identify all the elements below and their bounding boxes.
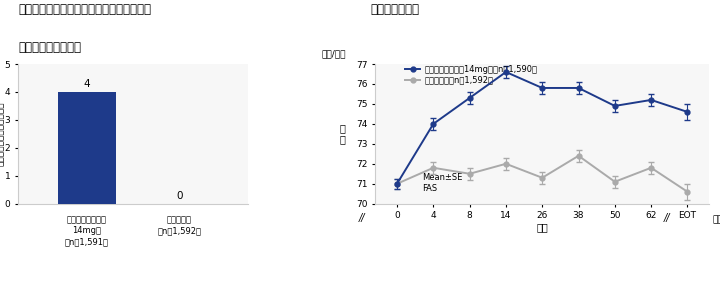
Y-axis label: 脈
拍: 脈 拍 — [339, 123, 345, 145]
Text: Mean±SE
FAS: Mean±SE FAS — [423, 173, 463, 193]
Text: 4: 4 — [84, 79, 91, 89]
X-axis label: 期間: 期間 — [536, 222, 548, 232]
Text: （拍/分）: （拍/分） — [322, 49, 346, 58]
Text: 0: 0 — [176, 191, 182, 201]
Y-axis label: ベースラインからの変化量: ベースラインからの変化量 — [0, 102, 5, 166]
Text: （週）: （週） — [713, 215, 720, 224]
Text: ［副次的評価項目］: ［副次的評価項目］ — [18, 41, 81, 54]
Bar — [58, 92, 116, 204]
Text: ベースラインから最終評価時までの変化量: ベースラインから最終評価時までの変化量 — [18, 3, 151, 16]
Text: 投与期間の推移: 投与期間の推移 — [371, 3, 420, 16]
Text: //: // — [665, 213, 671, 223]
Text: プラセボ群
（n＝1,592）: プラセボ群 （n＝1,592） — [157, 215, 201, 235]
Legend: 経口セマグルチド14mg群（n＝1,590）, プラセボ群（n＝1,592）: 経口セマグルチド14mg群（n＝1,590）, プラセボ群（n＝1,592） — [402, 61, 541, 88]
Text: 経口セマグルチド
14mg群
（n＝1,591）: 経口セマグルチド 14mg群 （n＝1,591） — [65, 215, 109, 246]
Text: //: // — [359, 213, 365, 223]
